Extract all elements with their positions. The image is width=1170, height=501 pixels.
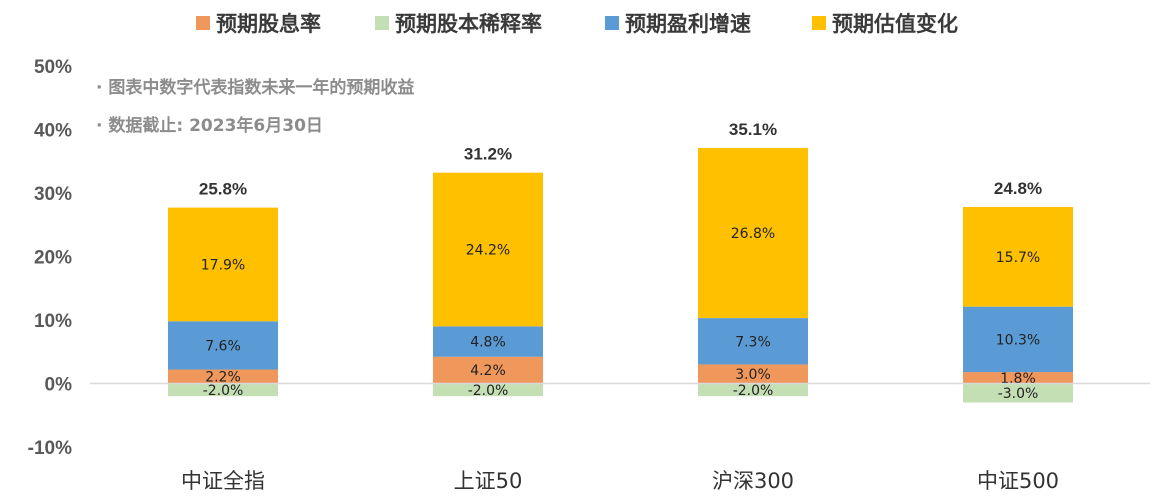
- bar-segment: [433, 172, 543, 327]
- bar-segment: [168, 383, 278, 397]
- x-tick-label: 上证50: [454, 469, 523, 493]
- bar-segment: [433, 326, 543, 357]
- legend-swatch: [605, 16, 619, 30]
- chart-notes: · 图表中数字代表指数未来一年的预期收益 · 数据截止: 2023年6月30日: [96, 77, 414, 136]
- segment-label: 24.2%: [466, 243, 510, 259]
- segment-label: 4.2%: [470, 363, 506, 379]
- y-tick-label: 20%: [34, 248, 72, 269]
- segment-label: 7.3%: [735, 334, 771, 350]
- bar-segment: [168, 321, 278, 370]
- legend-swatch: [375, 16, 389, 30]
- bar-segment: [963, 372, 1073, 384]
- x-tick-label: 中证全指: [181, 469, 265, 493]
- legend-label: 预期股息率: [216, 12, 321, 36]
- bar-group: -2.0% 4.2% 4.8% 24.2% 31.2%: [433, 145, 543, 399]
- bar-group: -2.0%3.0% 7.3% 26.8% 35.1%: [698, 120, 808, 399]
- bars: -2.0%2.2%7.6%17.9%25.8%-2.0%4.2%4.8%24.2…: [168, 120, 1073, 403]
- x-axis: 中证全指 上证50 沪深300 中证500: [90, 382, 1150, 493]
- segment-label: -2.0%: [468, 383, 509, 399]
- legend-item: 预期股本稀释率: [375, 12, 542, 36]
- y-axis: 50% 40% 30% 20% 10% 0% -10%: [28, 57, 72, 459]
- bar-segment: [698, 147, 808, 319]
- bar-segment: [963, 306, 1073, 373]
- y-tick-label: 30%: [34, 184, 72, 205]
- segment-label: 3.0%: [735, 367, 771, 383]
- total-label: 24.8%: [994, 179, 1042, 198]
- total-label: 35.1%: [729, 120, 777, 139]
- segment-label: 7.6%: [205, 338, 241, 354]
- segment-label: 4.8%: [470, 335, 506, 351]
- bar-group: -2.0%2.2% 7.6% 17.9% 25.8%: [168, 180, 278, 399]
- bar-segment: [168, 369, 278, 384]
- total-label: 25.8%: [199, 180, 247, 199]
- segment-label: 17.9%: [201, 257, 245, 273]
- y-tick-label: 40%: [34, 121, 72, 142]
- segment-label: -2.0%: [203, 383, 244, 399]
- bar-segment: [433, 383, 543, 397]
- chart-note: · 数据截止: 2023年6月30日: [96, 115, 323, 136]
- bar-segment: [168, 207, 278, 322]
- segment-label: 10.3%: [996, 332, 1040, 348]
- chart-note: · 图表中数字代表指数未来一年的预期收益: [96, 77, 414, 98]
- x-tick-label: 中证500: [977, 469, 1059, 493]
- bar-segment: [433, 356, 543, 384]
- x-tick-label: 沪深300: [712, 469, 794, 493]
- legend-swatch: [196, 16, 210, 30]
- legend-item: 预期股息率: [196, 12, 321, 36]
- segment-label: 26.8%: [731, 226, 775, 242]
- bar-segment: [698, 318, 808, 365]
- bar-segment: [698, 383, 808, 397]
- y-tick-label: 0%: [45, 375, 73, 396]
- bar-segment: [963, 206, 1073, 307]
- legend-item: 预期盈利增速: [605, 12, 751, 36]
- legend: 预期股息率 预期股本稀释率 预期盈利增速 预期估值变化: [196, 12, 958, 36]
- legend-label: 预期估值变化: [832, 12, 958, 36]
- segment-label: -3.0%: [998, 386, 1039, 402]
- legend-label: 预期股本稀释率: [395, 12, 542, 36]
- y-tick-label: 10%: [34, 311, 72, 332]
- y-tick-label: 50%: [34, 57, 72, 78]
- y-tick-label: -10%: [28, 438, 72, 459]
- legend-swatch: [812, 16, 826, 30]
- segment-label: 15.7%: [996, 250, 1040, 266]
- legend-item: 预期估值变化: [812, 12, 958, 36]
- segment-label: 1.8%: [1000, 371, 1036, 387]
- total-label: 31.2%: [464, 145, 512, 164]
- segment-label: 2.2%: [205, 370, 241, 386]
- legend-label: 预期盈利增速: [625, 12, 751, 36]
- segment-label: -2.0%: [733, 383, 774, 399]
- bar-segment: [698, 364, 808, 384]
- bar-segment: [963, 383, 1073, 403]
- bar-group: -3.0%1.8% 10.3% 15.7% 24.8%: [963, 179, 1073, 403]
